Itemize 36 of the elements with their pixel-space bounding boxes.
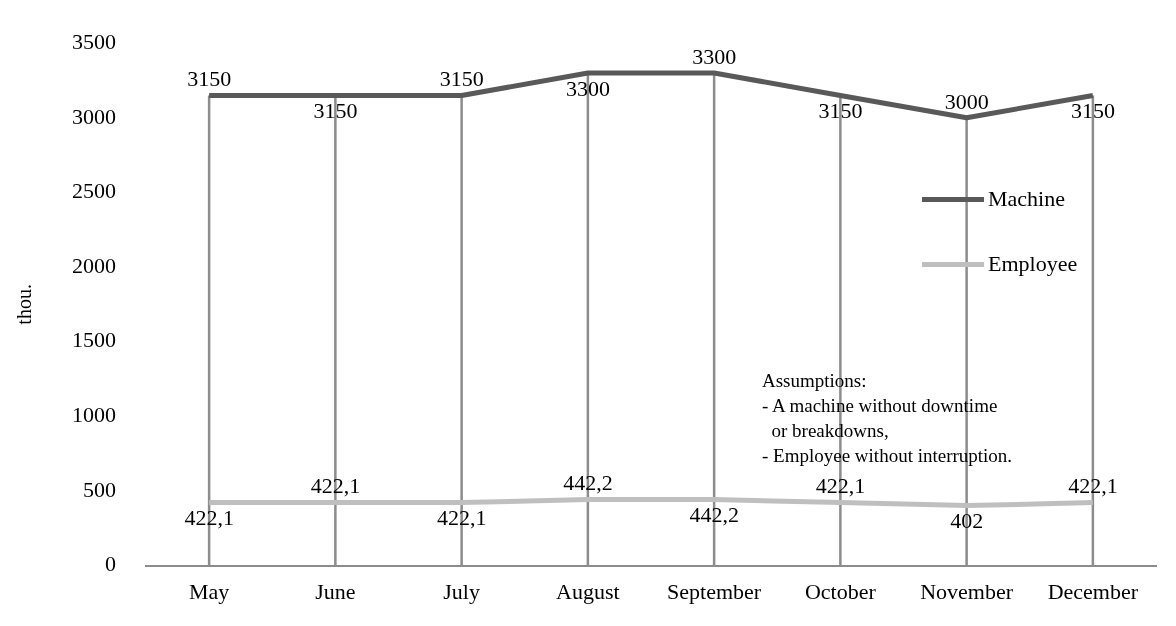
data-label: 442,2 [689, 502, 739, 528]
data-label: 422,1 [184, 505, 234, 531]
y-tick-label: 0 [105, 551, 116, 577]
x-tick-label: June [315, 578, 356, 604]
data-label: 3150 [818, 98, 863, 124]
y-tick-label: 3000 [72, 103, 116, 129]
data-label: 3150 [313, 98, 358, 124]
x-tick-label: September [667, 578, 762, 604]
y-tick-label: 1000 [72, 402, 116, 428]
data-label: 3000 [944, 88, 989, 114]
y-tick-label: 1500 [72, 327, 116, 353]
x-tick-label: August [556, 578, 620, 604]
data-label: 422,1 [815, 473, 866, 499]
data-label: 422,1 [310, 473, 361, 499]
legend-label: Employee [988, 251, 1078, 277]
data-label: 3150 [439, 66, 484, 92]
x-tick-label: November [920, 578, 1014, 604]
y-tick-label: 500 [83, 476, 116, 502]
data-label: 3300 [565, 75, 610, 101]
data-label: 402 [950, 508, 984, 534]
y-tick-label: 2500 [72, 178, 116, 204]
legend-label: Machine [988, 186, 1065, 212]
annotation: Assumptions: - A machine without downtime or breakdowns, - Employee without interruption. [762, 369, 1013, 468]
x-tick-label: May [188, 578, 230, 604]
y-tick-label: 2000 [72, 252, 116, 278]
x-tick-label: July [443, 578, 480, 604]
y-tick-label: 3500 [72, 28, 116, 54]
data-label: 3150 [1070, 98, 1115, 124]
data-label: 422,1 [1068, 473, 1118, 499]
data-label: 3300 [692, 43, 737, 69]
x-tick-label: December [1047, 578, 1139, 604]
data-label: 442,2 [563, 470, 613, 496]
x-tick-label: October [804, 578, 877, 604]
data-label: 422,1 [436, 505, 487, 531]
y-axis-title: thou. [13, 284, 36, 325]
data-label: 3150 [187, 66, 232, 92]
